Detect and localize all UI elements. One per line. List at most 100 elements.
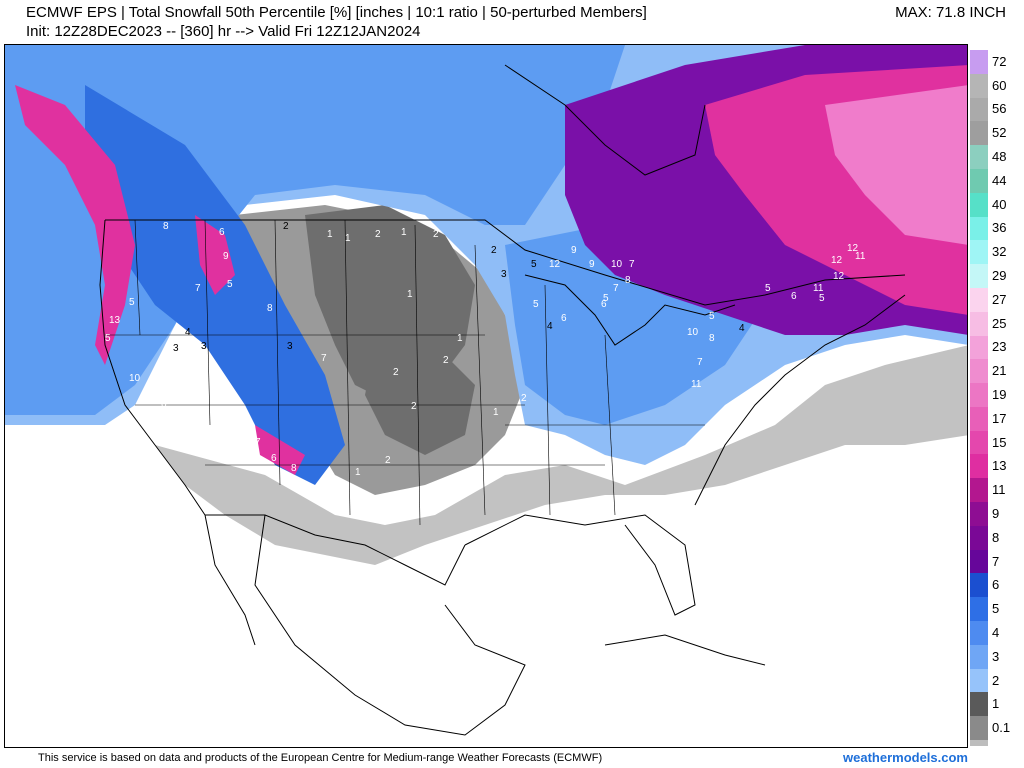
legend-swatch [970,73,988,99]
point-value: 1 [407,289,413,300]
snow-zone-dark-2 [365,345,475,455]
legend-label: 19 [992,387,1007,402]
point-value: 8 [291,463,297,474]
point-value: 6 [161,399,167,410]
point-value: 11 [691,379,702,390]
legend-swatch [970,502,988,527]
point-value: 2 [283,221,289,232]
point-value: 2 [411,401,417,412]
legend-label: 4 [992,624,1000,640]
color-legend: 72 60 56 52 48 44 40 36 32 29 27 25 23 21 19 17 15 13 11 9 8… [970,44,1022,748]
state-line [274,219,281,486]
baja [204,514,256,646]
point-value: 6 [271,453,277,464]
legend-label: 11 [992,482,1006,498]
legend-swatch [970,597,988,622]
state-line [474,244,486,516]
gulf-coast [464,514,696,616]
point-value: 1 [401,227,407,238]
legend-swatch [970,716,988,741]
snow-zone-trace [155,345,967,565]
point-values: 13 5 5 10 6 8 6 9 7 5 8 7 3 2 1 1 2 1 2 … [105,221,866,478]
legend-swatch [970,383,988,408]
point-value: 6 [791,291,797,302]
point-value: 5 [709,311,715,322]
legend-swatch [970,192,988,218]
legend-label: 56 [992,101,1007,117]
map-canvas: 13 5 5 10 6 8 6 9 7 5 8 7 3 2 1 1 2 1 2 … [5,45,967,747]
state-line [414,224,421,526]
legend-label: 52 [992,125,1007,141]
point-value: 5 [765,283,771,294]
legend-swatch [970,50,988,75]
legend-swatch [970,621,988,646]
point-value: 2 [443,355,449,366]
point-value: 3 [201,341,207,352]
point-value: 2 [385,455,391,466]
legend-label: 1 [992,696,1000,712]
legend-swatch [970,264,988,289]
legend-label: 36 [992,220,1007,236]
legend-label: 9 [992,505,1000,521]
point-value: 6 [219,227,225,238]
legend-swatch [970,525,988,551]
title-line-1: ECMWF EPS | Total Snowfall 50th Percenti… [26,4,647,21]
point-value: 5 [211,367,217,378]
point-value: 8 [625,275,631,286]
point-value: 8 [709,333,715,344]
point-value: 7 [613,283,619,294]
point-value: 5 [129,297,135,308]
legend-swatch-bottom [970,740,988,746]
legend-swatch [970,454,988,479]
title-line-2: Init: 12Z28DEC2023 -- [360] hr --> Valid… [26,23,421,40]
legend-label: 27 [992,291,1007,307]
point-value: 6 [561,313,567,324]
header: ECMWF EPS | Total Snowfall 50th Percenti… [0,0,1024,44]
point-value: 7 [321,353,327,364]
point-value: 5 [533,299,539,310]
point-value: 9 [589,259,595,270]
state-line [344,219,351,516]
point-value: 5 [819,293,825,304]
great-lakes [524,274,736,346]
legend-swatch [970,692,988,717]
state-line [204,219,211,426]
legend-label: 15 [992,434,1007,450]
point-value: 8 [163,221,169,232]
point-value: 5 [531,259,537,270]
point-value: 11 [855,251,866,262]
legend-label: 60 [992,77,1007,93]
snow-zone-magenta-sierra [255,425,305,475]
point-value: 7 [255,437,261,448]
point-value: 7 [195,283,201,294]
legend-label: 21 [992,363,1007,379]
legend-swatch [970,168,988,194]
legend-swatch [970,287,988,313]
legend-label: 2 [992,672,1000,688]
point-value: 2 [521,393,527,404]
legend-swatch [970,121,988,146]
point-value: 10 [611,259,623,270]
point-value: 1 [345,233,351,244]
point-value: 1 [457,333,463,344]
point-value: 7 [697,357,703,368]
legend-label: 7 [992,553,1000,569]
point-value: 9 [571,245,577,256]
point-value: 5 [227,279,233,290]
legend-label: 23 [992,339,1007,355]
point-value: 3 [173,343,179,354]
point-value: 2 [433,229,439,240]
max-value-label: MAX: 71.8 INCH [895,4,1006,21]
legend-label: 44 [992,172,1007,188]
legend-swatch [970,216,988,241]
brand-link[interactable]: weathermodels.com [843,750,968,765]
legend-swatch [970,145,988,170]
legend-label: 72 [992,53,1007,69]
legend-swatch [970,430,988,455]
state-line [134,219,141,336]
point-value: 12 [833,271,845,282]
point-value: 7 [629,259,635,270]
snow-zone-pink [825,85,967,245]
legend-swatch [970,406,988,432]
legend-label: 32 [992,244,1007,260]
